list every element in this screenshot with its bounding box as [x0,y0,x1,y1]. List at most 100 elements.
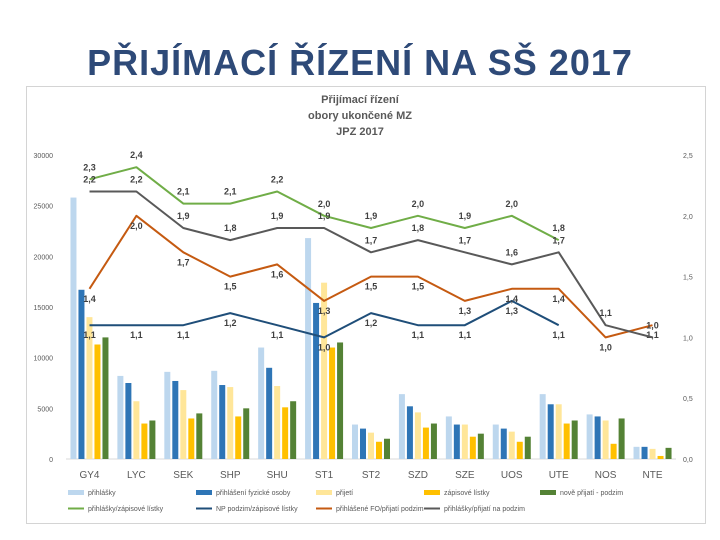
bar [376,441,382,459]
chart-title-line-2: obory ukončené MZ [308,110,412,122]
bar [539,394,546,459]
legend-label: NP podzim/zápisové lístky [216,506,298,513]
bar [117,375,124,459]
bar [141,423,148,459]
bar [188,418,195,459]
bar [274,386,281,459]
data-label: 2,0 [506,199,519,209]
data-label: 2,2 [271,174,284,184]
legend-label: přihlášení fyzické osoby [216,490,291,497]
data-label: 1,1 [599,308,612,318]
bar [196,413,203,459]
series-line [89,190,653,339]
left-axis-tick-label: 10000 [34,356,54,363]
data-label: 1,4 [506,294,519,304]
left-axis-tick-label: 0 [49,457,53,464]
legend-label: přihlášené FO/přijatí podzim [336,506,424,513]
bar [618,418,625,459]
right-axis-tick-label: 1,0 [683,335,693,342]
bar [430,423,437,459]
right-axis-tick-label: 0,5 [683,396,693,403]
data-label: 1,7 [365,235,378,245]
data-label: 1,7 [177,257,190,267]
data-label: 1,8 [552,223,565,233]
bar [86,317,93,459]
bar [384,438,390,459]
legend-swatch [316,490,332,495]
bar [243,408,250,459]
bar [461,424,468,459]
data-label: 2,3 [83,162,96,172]
right-axis-tick-label: 0,0 [683,457,693,464]
category-label: LYC [127,470,146,481]
bar [235,416,242,459]
data-label: 1,5 [224,282,237,292]
bar [164,371,171,459]
bar [555,404,562,459]
legend-label: přihlášky/zápisové lístky [88,506,164,513]
right-axis-tick-label: 1,5 [683,275,693,282]
bar [602,420,609,459]
category-label: UTE [549,470,569,481]
data-label: 2,0 [130,221,143,231]
right-axis-tick-label: 2,5 [683,153,693,160]
data-label: 1,8 [224,223,237,233]
data-label: 1,9 [271,211,284,221]
data-label: 1,5 [365,282,378,292]
bar [180,390,187,459]
bar [321,282,328,459]
bar [282,407,289,459]
series-line [88,214,653,339]
data-label: 2,1 [177,187,190,197]
left-axis-tick-label: 20000 [34,254,54,261]
data-label: 1,7 [459,235,472,245]
bar [258,347,265,459]
bar [469,436,476,459]
data-label: 1,9 [365,211,378,221]
data-label: 2,4 [130,150,143,160]
bar [586,414,593,459]
data-label: 1,3 [318,306,331,316]
category-label: SZE [455,470,475,481]
legend-swatch [68,490,84,495]
legend-label: přihlášky/přijatí na podzim [444,506,525,513]
bar [641,446,648,459]
data-label: 1,2 [224,318,237,328]
data-label: 1,6 [506,247,519,257]
bar [149,420,156,459]
category-label: NTE [643,470,663,481]
data-label: 1,4 [552,294,565,304]
data-label: 2,2 [83,174,96,184]
bar [329,347,336,459]
legend-label: zápisové lístky [444,490,490,497]
series-line [89,299,560,339]
category-label: GY4 [79,470,99,481]
bar [78,289,85,459]
bar [313,302,320,459]
data-label: 1,1 [412,330,425,340]
bar [368,432,374,459]
data-label: 1,0 [318,342,331,352]
bar [305,238,312,459]
data-label: 1,8 [412,223,425,233]
chart-title-line-3: JPZ 2017 [336,126,384,138]
data-label: 2,2 [130,174,143,184]
bar [445,416,452,459]
bar [665,447,672,459]
bar [649,448,656,459]
bar [337,342,344,459]
data-label: 1,9 [459,211,472,221]
bar [500,428,507,459]
bar [547,404,554,459]
data-label: 1,1 [459,330,472,340]
data-label: 1,1 [177,330,190,340]
right-axis-tick-label: 2,0 [683,214,693,221]
data-label: 1,1 [83,330,96,340]
bar [414,412,421,459]
bar [290,401,297,459]
data-label: 1,9 [177,211,190,221]
bar [422,427,429,459]
data-label: 1,1 [130,330,143,340]
bar [594,416,601,459]
bar [633,446,640,459]
